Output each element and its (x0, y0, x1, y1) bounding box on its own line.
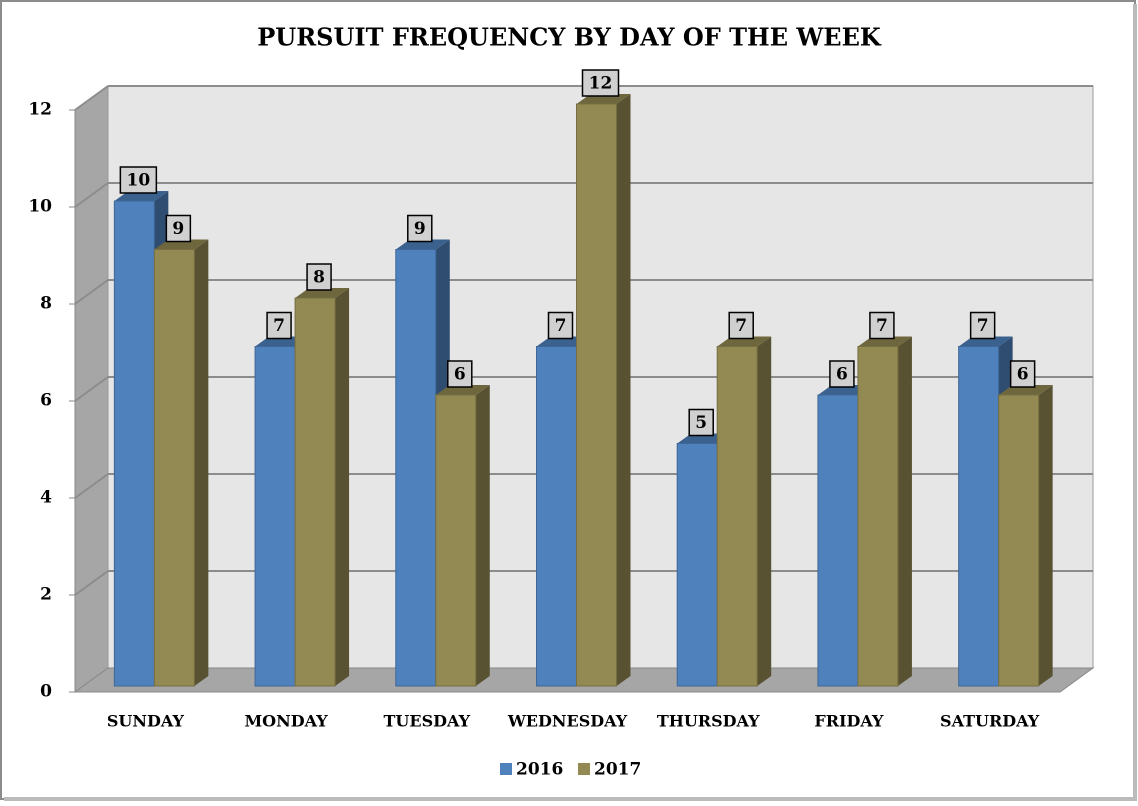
data-label-box (829, 360, 855, 388)
y-tick-label: 4 (40, 488, 52, 508)
bar-side (1038, 385, 1053, 686)
data-label: 12 (589, 74, 613, 94)
bar-front (716, 346, 758, 687)
data-label-box (688, 408, 714, 437)
x-tick-label: WEDNESDAY (507, 712, 628, 731)
y-tick-label: 8 (40, 294, 52, 314)
grid-line (74, 85, 109, 111)
x-tick-label: SATURDAY (940, 712, 1040, 731)
y-tick-label: 12 (28, 100, 52, 120)
bar-front (857, 346, 899, 687)
bar-front (113, 200, 155, 687)
legend-label: 2017 (594, 760, 641, 780)
data-label: 7 (876, 316, 888, 336)
data-label-box (869, 311, 895, 340)
data-label: 8 (313, 268, 325, 288)
data-label-box (447, 360, 473, 388)
bar-front (254, 346, 296, 687)
frame-shadow (4, 797, 1137, 801)
x-tick-label: THURSDAY (657, 712, 760, 731)
data-label-box (581, 69, 620, 97)
bar-front (676, 443, 718, 687)
data-label: 7 (735, 316, 747, 336)
grid-line (74, 279, 109, 305)
data-label: 7 (273, 316, 285, 336)
grid-line (74, 473, 109, 499)
x-tick-label: TUESDAY (384, 712, 471, 731)
data-label: 7 (977, 316, 989, 336)
bar-front (294, 297, 336, 687)
legend-swatch (578, 763, 590, 775)
data-label: 10 (127, 171, 151, 191)
data-label: 5 (695, 413, 707, 433)
data-label-box (119, 166, 158, 194)
data-label: 7 (555, 316, 567, 336)
bar-front (395, 249, 437, 687)
data-label-box (728, 311, 754, 340)
data-label: 6 (836, 365, 848, 385)
data-label-box (547, 311, 574, 340)
bar (998, 385, 1053, 687)
bar-side (194, 239, 209, 686)
data-label-box (407, 214, 433, 243)
bar-side (475, 385, 490, 686)
data-label-box (969, 311, 996, 340)
x-tick-label: MONDAY (244, 712, 328, 731)
bar-side (757, 336, 772, 686)
y-tick-label: 2 (40, 585, 52, 605)
bar-front (153, 249, 195, 687)
bar-side (616, 94, 631, 686)
bar-front (576, 103, 617, 687)
data-label-box (1009, 360, 1036, 388)
bar (857, 336, 912, 687)
frame-shadow (1133, 4, 1137, 801)
data-label-box (165, 214, 192, 243)
x-tick-label: SUNDAY (107, 712, 185, 731)
data-label: 9 (414, 219, 426, 239)
bar-front (435, 394, 477, 687)
x-tick-label: FRIDAY (814, 712, 884, 731)
bar (716, 336, 772, 687)
y-tick-label: 10 (28, 197, 52, 217)
grid-line (74, 182, 109, 208)
data-label: 6 (1017, 365, 1029, 385)
bar (153, 239, 209, 687)
bar-side (897, 336, 912, 686)
data-label: 9 (172, 219, 184, 239)
data-label-box (306, 263, 332, 291)
legend-label: 2016 (516, 760, 563, 780)
bar-front (998, 394, 1040, 687)
legend-swatch (500, 763, 512, 775)
bar-side (335, 288, 350, 686)
y-tick-label: 6 (40, 391, 52, 411)
bar-front (536, 346, 577, 687)
bar-front (817, 394, 859, 687)
grid-line (74, 570, 109, 596)
bar-front (958, 346, 1000, 687)
bar (576, 94, 631, 687)
data-label: 6 (454, 365, 466, 385)
y-tick-label: 0 (40, 682, 52, 702)
grid-line (74, 376, 109, 402)
bar (294, 288, 350, 687)
chart-title: PURSUIT FREQUENCY BY DAY OF THE WEEK (257, 23, 882, 52)
data-label-box (266, 311, 292, 340)
bar (435, 385, 490, 687)
